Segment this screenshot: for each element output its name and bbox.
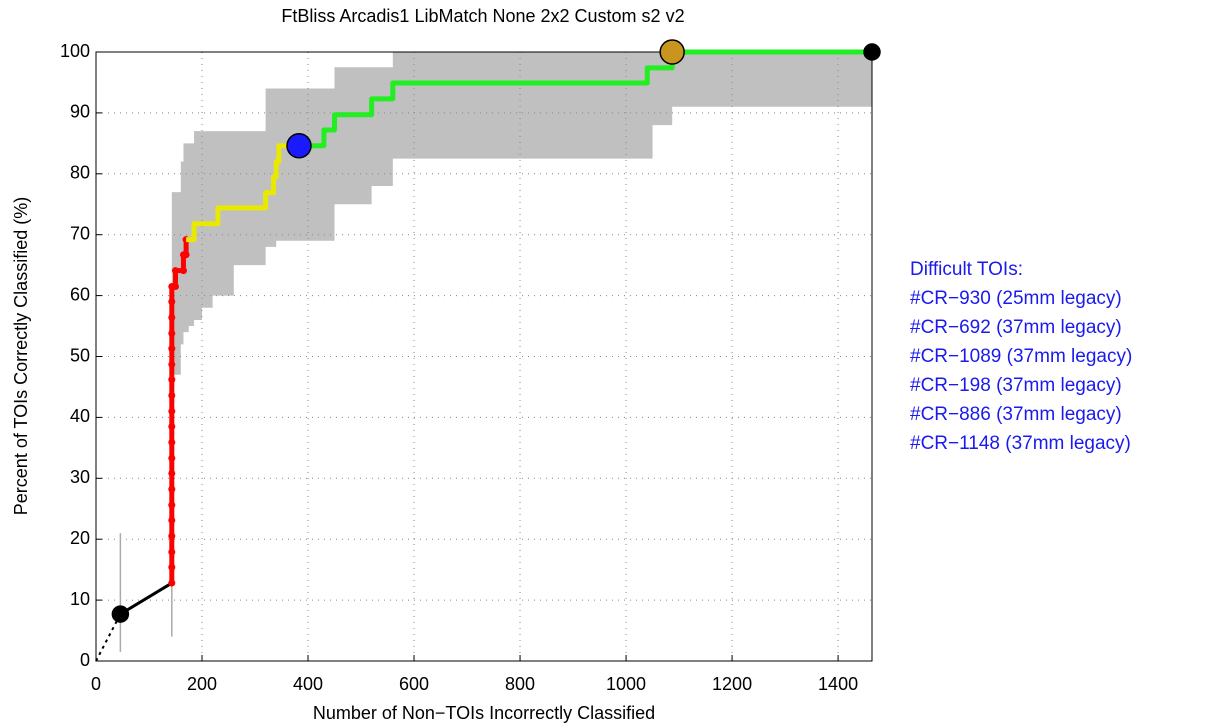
y-tick-label: 30 <box>70 467 90 487</box>
series-line <box>186 143 300 243</box>
key-point <box>111 605 130 623</box>
y-axis-label: Percent of TOIs Correctly Classified (%) <box>11 197 31 515</box>
x-tick-label: 600 <box>399 674 429 694</box>
series-marker <box>168 438 176 446</box>
series-marker <box>182 251 190 259</box>
series-marker <box>168 329 176 337</box>
y-tick-label: 100 <box>60 41 90 61</box>
annotation: #CR−692 (37mm legacy) <box>910 317 1122 338</box>
series-marker <box>168 314 176 322</box>
annotation: #CR−930 (25mm legacy) <box>910 288 1122 309</box>
x-tick-label: 400 <box>293 674 323 694</box>
x-tick-label: 200 <box>187 674 217 694</box>
key-point <box>863 43 881 61</box>
y-tick-label: 50 <box>70 345 90 365</box>
annotation: #CR−1089 (37mm legacy) <box>910 346 1132 367</box>
series-marker <box>168 423 176 431</box>
plot-frame <box>95 51 873 662</box>
series-marker <box>168 501 176 509</box>
y-tick-label: 90 <box>70 102 90 122</box>
annotation: #CR−198 (37mm legacy) <box>910 375 1122 396</box>
series-marker <box>168 407 176 415</box>
series-marker <box>168 563 176 571</box>
y-tick-label: 80 <box>70 163 90 183</box>
confidence-band <box>171 52 872 375</box>
series-marker <box>168 548 176 556</box>
x-axis-label: Number of Non−TOIs Incorrectly Classifie… <box>313 703 655 723</box>
series-marker <box>168 454 176 462</box>
key-point <box>286 133 312 159</box>
series-line <box>119 581 173 616</box>
series-marker <box>168 485 176 493</box>
series-marker <box>179 267 187 275</box>
x-tick-label: 1000 <box>606 674 646 694</box>
series-marker <box>168 532 176 540</box>
x-tick-label: 800 <box>505 674 535 694</box>
chart-title: FtBliss Arcadis1 LibMatch None 2x2 Custo… <box>281 6 684 26</box>
annotation: #CR−886 (37mm legacy) <box>910 404 1122 425</box>
series-marker <box>168 360 176 368</box>
series-marker <box>168 376 176 384</box>
y-tick-label: 20 <box>70 528 90 548</box>
series-marker <box>172 282 180 290</box>
series-marker <box>168 516 176 524</box>
y-tick-label: 10 <box>70 589 90 609</box>
key-point <box>659 39 685 65</box>
series-marker <box>172 267 180 275</box>
y-tick-label: 60 <box>70 284 90 304</box>
x-tick-label: 1200 <box>712 674 752 694</box>
y-tick-label: 70 <box>70 223 90 243</box>
series-marker <box>168 391 176 399</box>
y-tick-label: 40 <box>70 406 90 426</box>
series-line <box>95 613 122 662</box>
series-marker <box>168 469 176 477</box>
annotation: #CR−1148 (37mm legacy) <box>910 433 1131 454</box>
series-marker <box>168 579 176 587</box>
x-tick-label: 0 <box>91 674 101 694</box>
series-marker <box>168 345 176 353</box>
x-tick-label: 1400 <box>818 674 858 694</box>
y-tick-label: 0 <box>80 650 90 670</box>
annotation: Difficult TOIs: <box>910 259 1023 280</box>
series-line <box>299 49 872 149</box>
series-marker <box>168 298 176 306</box>
